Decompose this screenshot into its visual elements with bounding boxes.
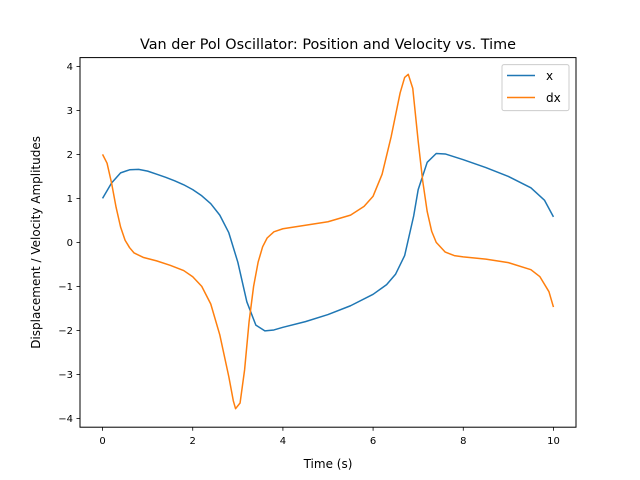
y-tick-label: 4: [67, 62, 73, 73]
y-tick-label: 3: [67, 106, 73, 117]
legend-label-x: x: [546, 69, 553, 83]
y-axis-ticks: −4 −3 −2 −1 0 1 2 3 4: [58, 62, 80, 425]
y-tick-label: 1: [67, 194, 73, 205]
x-tick-label: 8: [460, 436, 466, 447]
y-tick-label: −1: [58, 282, 73, 293]
x-tick-label: 6: [370, 436, 376, 447]
chart-title: Van der Pol Oscillator: Position and Vel…: [140, 37, 516, 53]
x-tick-label: 2: [190, 436, 196, 447]
y-axis-label: Displacement / Velocity Amplitudes: [29, 136, 43, 349]
y-tick-label: −4: [58, 414, 73, 425]
y-tick-label: 2: [67, 150, 73, 161]
y-tick-label: −3: [58, 370, 73, 381]
plot-lines: [101, 73, 555, 410]
x-tick-label: 4: [280, 436, 286, 447]
legend: x dx: [501, 64, 570, 112]
series-line-dx: [101, 73, 555, 410]
series-line-x: [101, 152, 555, 332]
x-tick-label: 0: [99, 436, 105, 447]
y-tick-label: −2: [58, 326, 73, 337]
y-tick-label: 0: [67, 238, 73, 249]
x-axis-ticks: 0 2 4 6 8 10: [99, 427, 560, 447]
x-tick-label: 10: [547, 436, 560, 447]
x-axis-label: Time (s): [303, 457, 353, 471]
legend-label-dx: dx: [546, 91, 561, 105]
